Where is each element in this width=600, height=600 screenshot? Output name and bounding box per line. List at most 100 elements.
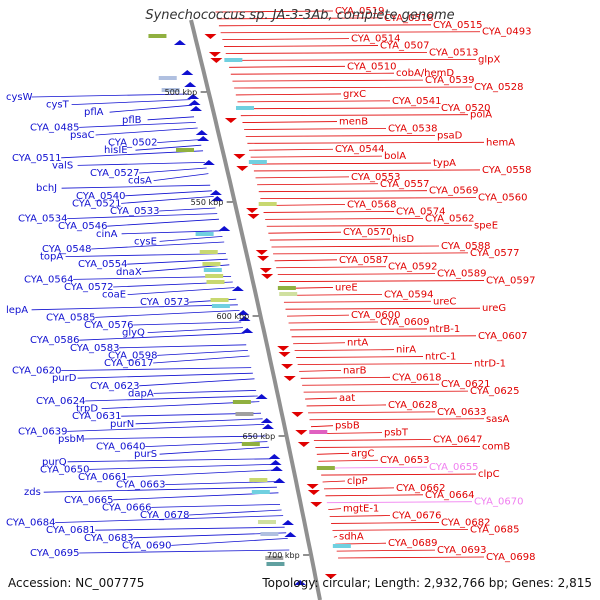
gene-label-left: CYA_0665: [64, 495, 113, 506]
gene-label-left: CYA_0585: [46, 312, 95, 323]
gene-label-right: CYA_0513: [429, 47, 478, 58]
gene-label-right: CYA_0597: [486, 276, 535, 287]
gene-label-right: sasA: [486, 414, 510, 425]
gene-label-left: purD: [52, 373, 77, 384]
gene-label-right: comB: [482, 441, 510, 452]
gene-arrow: [306, 484, 319, 489]
gene-label-left: CYA_0663: [116, 480, 165, 491]
label-connector: [147, 116, 195, 121]
label-connector: [67, 424, 265, 432]
label-connector: [290, 328, 428, 331]
gene-arrow: [297, 442, 310, 447]
label-connector: [159, 236, 223, 242]
gene-arrow: [269, 460, 282, 465]
gene-label-left: CYA_0624: [36, 396, 85, 407]
gene-label-right: CYA_0589: [437, 269, 486, 280]
kbp-ticks: 500 kbp 550 kbp 600 kbp 650 kbp 700 kbp: [165, 88, 310, 560]
genome-track: [148, 19, 351, 600]
gene-label-right: CYA_0587: [339, 255, 388, 266]
label-connector: [249, 148, 334, 151]
gene-label-right: CYA_0685: [470, 524, 519, 535]
gene-arrow: [310, 502, 323, 507]
label-connector: [277, 273, 436, 276]
gene-label-left: purN: [110, 419, 134, 430]
feature-block: [332, 544, 351, 548]
gene-label-right: nrtA: [347, 338, 368, 349]
label-connector: [95, 127, 198, 136]
label-connector: [189, 509, 282, 516]
gene-arrow: [209, 190, 222, 195]
gene-label-left: CYA_0564: [24, 274, 73, 285]
gene-arrow: [247, 214, 260, 219]
gene-label-right: CYA_0574: [396, 206, 445, 217]
label-connector: [121, 196, 214, 204]
gene-label-right: CYA_0519: [335, 6, 384, 17]
label-connector: [299, 369, 342, 372]
label-connector: [252, 162, 432, 165]
gene-label-left: CYA_0527: [90, 168, 139, 179]
gene-label-right: glpX: [478, 54, 500, 65]
gene-label-right: CYA_0541: [392, 96, 441, 107]
label-connector: [127, 258, 228, 265]
gene-arrow: [281, 364, 294, 369]
label-connector: [288, 321, 379, 324]
label-connector: [55, 515, 284, 523]
label-connector: [308, 411, 436, 414]
label-connector: [85, 395, 258, 402]
gene-label-right: speE: [474, 220, 498, 231]
label-connector: [333, 535, 338, 538]
label-connector: [302, 383, 440, 386]
gene-arrow: [202, 160, 215, 165]
label-connector: [127, 287, 235, 295]
label-connector: [247, 141, 485, 144]
gene-label-right: CYA_0633: [437, 407, 486, 418]
gene-arrow: [284, 532, 297, 537]
gene-arrow: [270, 466, 283, 471]
gene-label-left: cinA: [96, 229, 118, 240]
gene-label-right: CYA_0553: [351, 172, 400, 183]
label-connector: [65, 253, 226, 257]
gene-label-right: CYA_0618: [392, 372, 441, 383]
label-connector: [285, 307, 481, 310]
gene-label-right: CYA_0538: [388, 123, 437, 134]
gene-label-left: valS: [52, 160, 73, 171]
gene-label-left: CYA_0683: [84, 533, 133, 544]
label-connector: [279, 280, 485, 282]
feature-block: [199, 250, 218, 254]
feature-block: [258, 202, 277, 206]
label-connector: [215, 10, 334, 13]
label-connector: [324, 487, 395, 490]
gene-label-left: pflB: [122, 115, 142, 126]
gene-label-right: polA: [470, 110, 492, 121]
label-connector: [309, 418, 485, 421]
label-connector: [218, 24, 432, 27]
gene-label-left: CYA_0617: [104, 358, 153, 369]
label-connector: [171, 538, 288, 546]
label-connector: [313, 439, 432, 441]
gene-label-right: CYA_0510: [347, 61, 396, 72]
gene-arrow: [283, 376, 296, 381]
label-connector: [133, 321, 242, 326]
label-connector: [287, 314, 350, 317]
label-connector: [31, 304, 238, 311]
feature-block: [232, 400, 251, 404]
gene-label-right: CYA_0628: [388, 400, 437, 411]
gene-arrow: [268, 454, 281, 459]
gene-label-right: ntrC-1: [425, 352, 456, 363]
gene-arrow: [257, 256, 270, 261]
label-connector: [316, 452, 350, 455]
gene-label-right: CYA_0518: [384, 13, 433, 24]
label-connector: [305, 397, 338, 400]
label-connector: [325, 494, 424, 497]
label-connector: [260, 197, 477, 200]
gene-label-right: mgtE-1: [343, 504, 379, 515]
label-connector: [253, 169, 481, 172]
label-connector: [234, 86, 473, 89]
label-connector: [274, 259, 338, 262]
gene-label-left: pflA: [84, 107, 104, 118]
label-connector: [91, 241, 225, 250]
feature-block: [236, 106, 255, 110]
label-connector: [271, 245, 440, 248]
label-connector: [151, 504, 281, 508]
gene-label-right: psbB: [335, 421, 360, 432]
